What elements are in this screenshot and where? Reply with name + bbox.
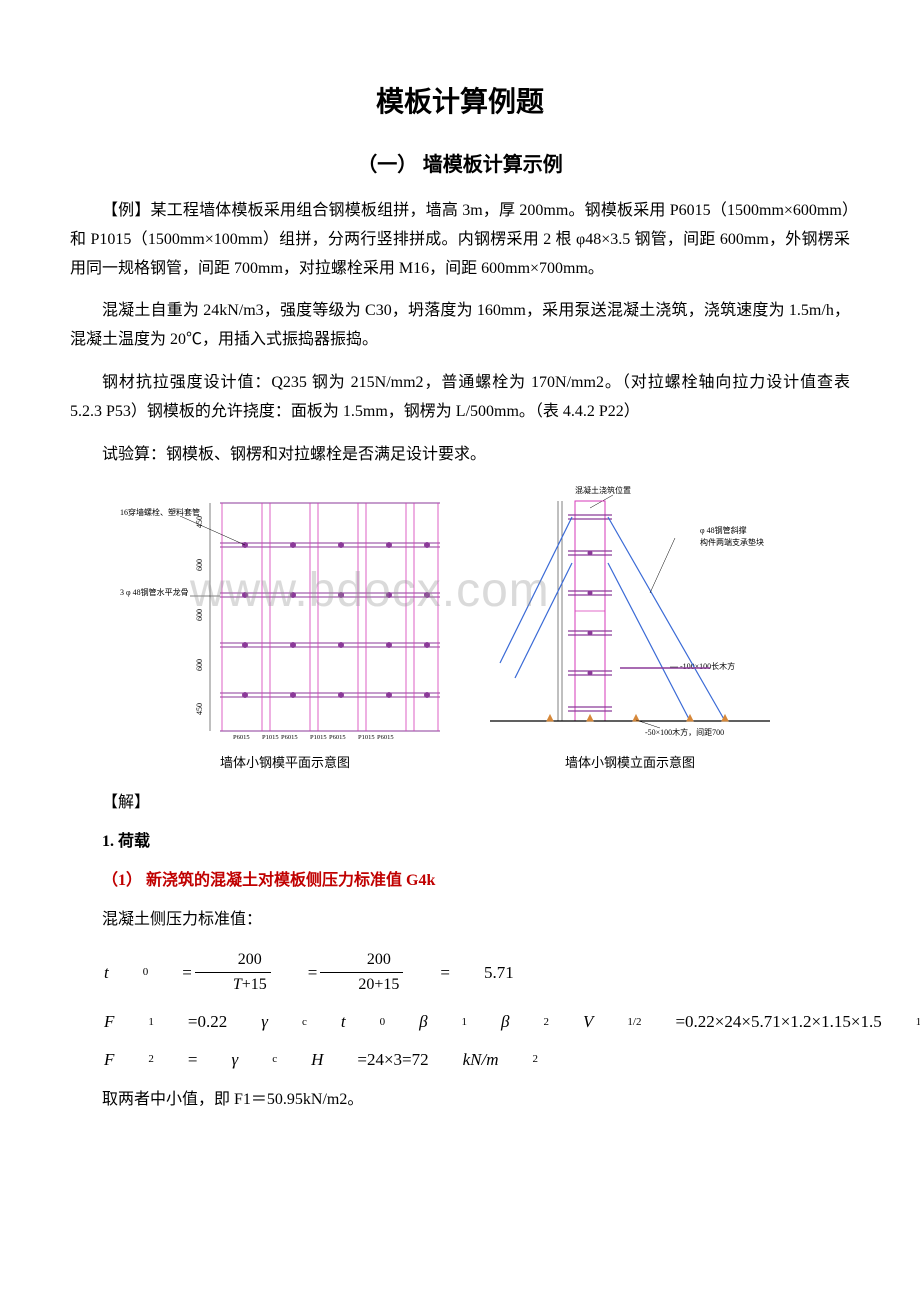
formula-f1: F1 =0.22 γc t0 β1 β2 V1/2 =0.22×24×5.71×… (70, 1010, 850, 1034)
heading-pressure: （1） 新浇筑的混凝土对模板侧压力标准值 G4k (70, 867, 850, 896)
solve-label: 【解】 (70, 789, 850, 818)
ground-supports (547, 715, 728, 721)
panel-labels: P6015 P1015 P6015 P1015 P6015 P1015 P601… (233, 734, 394, 741)
dim-left (558, 501, 562, 721)
elevation-svg: 混凝土浇筑位置 (490, 483, 770, 743)
diagram-elevation-view: 混凝土浇筑位置 (490, 483, 770, 771)
left-dim-column: 450 600 600 600 450 (195, 503, 210, 731)
paragraph-concrete: 混凝土自重为 24kN/m3，强度等级为 C30，坍落度为 160mm，采用泵送… (70, 297, 850, 355)
svg-text:600: 600 (195, 609, 204, 621)
svg-text:P1015: P1015 (358, 734, 375, 741)
paragraph-example: 【例】某工程墙体模板采用组合钢模板组拼，墙高 3m，厚 200mm。钢模板采用 … (70, 197, 850, 283)
leader-brace (650, 538, 675, 593)
svg-text:P1015: P1015 (262, 734, 279, 741)
horizontal-rails (220, 503, 440, 731)
section-subtitle: （一） 墙模板计算示例 (70, 148, 850, 177)
label-pour: 混凝土浇筑位置 (575, 485, 631, 495)
svg-text:-100×100长木方: -100×100长木方 (680, 661, 735, 671)
right-notes: φ 48钢管斜撑 构件两端支承垫块 -100×100长木方 -50×100木方，… (645, 525, 764, 737)
braces (500, 517, 725, 721)
paragraph-steel: 钢材抗拉强度设计值：Q235 钢为 215N/mm2，普通螺栓为 170N/mm… (70, 369, 850, 427)
caption-plan: 墙体小钢模平面示意图 (120, 752, 450, 771)
heading-loads: 1. 荷载 (70, 828, 850, 857)
formula-f2: F2 = γc H =24×3=72 kN/m2 (70, 1048, 850, 1072)
svg-text:P6015: P6015 (377, 734, 394, 741)
svg-text:P6015: P6015 (233, 734, 250, 741)
svg-text:P1015: P1015 (310, 734, 327, 741)
svg-text:P6015: P6015 (329, 734, 346, 741)
formula-t0: t0 = 200T+15 = 20020+15 = 5.71 (70, 949, 850, 997)
paragraph-min: 取两者中小值，即 F1＝50.95kN/m2。 (70, 1086, 850, 1115)
paragraph-check: 试验算：钢模板、钢楞和对拉螺栓是否满足设计要求。 (70, 441, 850, 470)
diagram-plan-view: 16穿墙螺栓、塑料套管 3 φ 48钢管水平龙骨 450 600 600 600… (120, 493, 450, 771)
svg-text:450: 450 (195, 703, 204, 715)
page-title: 模板计算例题 (70, 80, 850, 120)
label-pipe: 3 φ 48钢管水平龙骨 (120, 587, 189, 597)
leader-lines (180, 516, 245, 596)
svg-text:-50×100木方，间距700: -50×100木方，间距700 (645, 727, 724, 737)
plan-svg: 16穿墙螺栓、塑料套管 3 φ 48钢管水平龙骨 450 600 600 600… (120, 493, 450, 743)
caption-elev: 墙体小钢模立面示意图 (490, 752, 770, 771)
svg-text:φ 48钢管斜撑: φ 48钢管斜撑 (700, 525, 747, 535)
svg-text:P6015: P6015 (281, 734, 298, 741)
svg-text:600: 600 (195, 659, 204, 671)
diagram-container: www.bdocx.com 16穿墙螺栓、塑料套管 3 φ 48钢管水平龙骨 4… (70, 483, 850, 771)
svg-text:600: 600 (195, 559, 204, 571)
label-bolt: 16穿墙螺栓、塑料套管 (120, 507, 200, 517)
elev-bolts (588, 551, 593, 676)
svg-text:构件两端支承垫块: 构件两端支承垫块 (700, 537, 764, 547)
paragraph-standard: 混凝土侧压力标准值： (70, 906, 850, 935)
